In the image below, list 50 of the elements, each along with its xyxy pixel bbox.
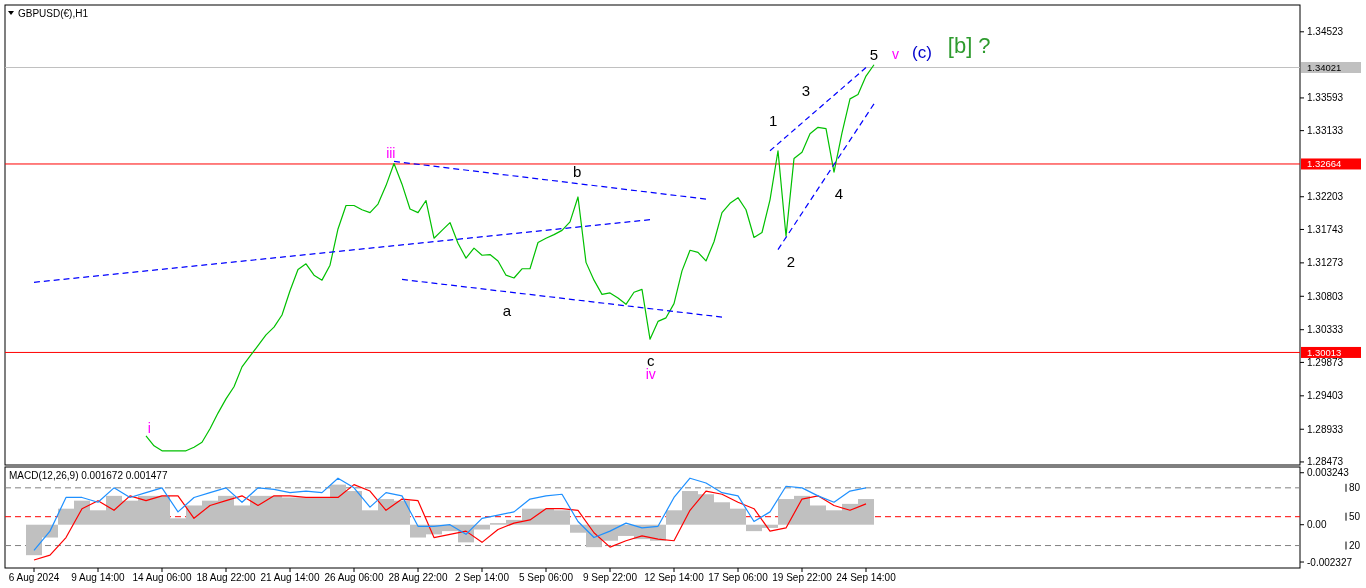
line-series (145, 64, 875, 452)
text: [b] ? (947, 32, 991, 58)
text: 50 (1349, 511, 1361, 523)
annotation: 5 (869, 46, 879, 64)
x-tick-label: 6 Aug 2024 (8, 572, 60, 583)
x-tick-label: 21 Aug 14:00 (260, 572, 320, 583)
x-tick-label: 17 Sep 06:00 (708, 572, 769, 583)
annotation: 1 (769, 112, 778, 130)
x-tick-label: 26 Aug 06:00 (324, 572, 384, 583)
y-tick-label: 1.29403 (1307, 390, 1344, 402)
y-tick-label: 1.30803 (1307, 290, 1344, 302)
y-tick-label: 1.31273 (1307, 257, 1344, 269)
y-tick-label: 1.33593 (1307, 92, 1344, 104)
y-tick-label: 1.31743 (1307, 223, 1344, 235)
y-tick-label: 1.29873 (1307, 356, 1344, 368)
text: 80 (1349, 482, 1361, 494)
x-tick-label: 12 Sep 14:00 (644, 572, 705, 583)
x-tick-label: 18 Aug 22:00 (196, 572, 256, 583)
chart-title: MACD(12,26,9) 0.001672 0.001477 (9, 470, 168, 481)
x-tick-label: 9 Sep 22:00 (583, 572, 638, 583)
y-tick-label: 1.33133 (1307, 125, 1344, 137)
annotation: 3 (801, 82, 811, 100)
annotation: i (147, 419, 151, 436)
x-tick-label: 5 Sep 06:00 (519, 572, 574, 583)
chart-title: GBPUSD(€),H1 (18, 8, 89, 19)
y-tick-label: 1.34523 (1307, 26, 1344, 38)
y-tick-label: 0.00 (1307, 519, 1327, 531)
x-tick-label: 24 Sep 14:00 (836, 572, 897, 583)
text: v (892, 45, 900, 62)
ref-line-label: 1.34021 (1307, 61, 1342, 73)
y-tick-label: 1.32203 (1307, 191, 1344, 203)
x-tick-label: 9 Aug 14:00 (71, 572, 126, 583)
text: 20 (1349, 540, 1361, 552)
y-tick-label: 1.28933 (1307, 423, 1344, 435)
annotation: a (502, 302, 512, 320)
annotation: 2 (786, 253, 795, 271)
ref-line-label: 1.32664 (1307, 158, 1342, 170)
ref-line-label: 1.30013 (1307, 346, 1342, 358)
y-tick-label: 1.30333 (1307, 324, 1344, 336)
y-tick-label: 1.28473 (1307, 456, 1344, 468)
text: (c) (912, 42, 932, 62)
annotation: iii (386, 144, 396, 161)
x-tick-label: 2 Sep 14:00 (455, 572, 510, 583)
y-tick-label: 0.003243 (1307, 467, 1350, 479)
x-tick-label: 28 Aug 22:00 (388, 572, 448, 583)
annotation: 4 (834, 185, 843, 203)
x-tick-label: 19 Sep 22:00 (772, 572, 833, 583)
y-tick-label: -0.002327 (1307, 556, 1353, 568)
x-tick-label: 14 Aug 06:00 (132, 572, 192, 583)
annotation: b (573, 163, 582, 181)
